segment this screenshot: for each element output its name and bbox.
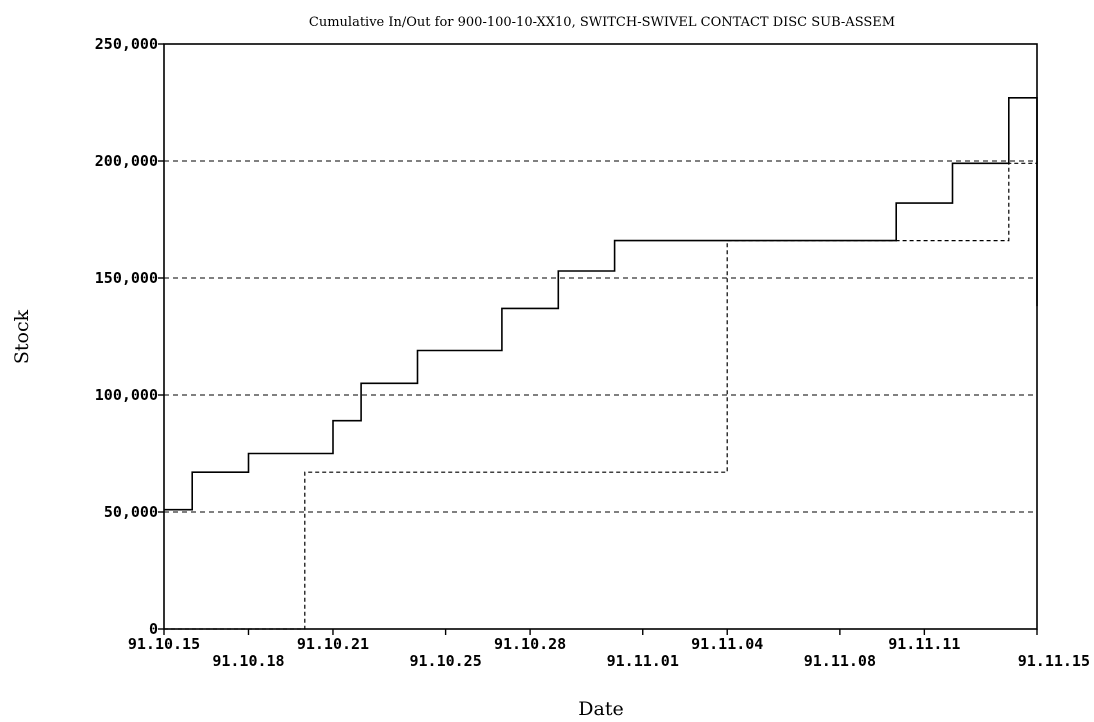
x-tick-label: 91.10.28 — [494, 635, 566, 653]
x-tick-label: 91.10.21 — [297, 635, 369, 653]
y-tick-label: 100,000 — [95, 386, 158, 404]
x-tick-label: 91.11.11 — [888, 635, 960, 653]
y-tick-label: 50,000 — [104, 503, 158, 521]
x-tick-label: 91.11.08 — [804, 652, 876, 670]
chart-title: Cumulative In/Out for 900-100-10-XX10, S… — [309, 15, 895, 30]
x-axis-ticks: 91.10.15 91.10.18 91.10.21 91.10.25 91.10.28… — [128, 629, 1090, 670]
series-lines — [164, 97, 1038, 630]
y-axis-ticks: 0 50,000 100,000 150,000 200,000 250,000 — [95, 35, 164, 638]
y-axis-label: Stock — [11, 309, 33, 364]
series-line-1 — [164, 97, 1038, 511]
x-tick-label: 91.10.18 — [212, 652, 284, 670]
x-tick-label: 91.11.15 — [1018, 652, 1090, 670]
y-tick-label: 0 — [149, 620, 158, 638]
x-tick-label: 91.11.01 — [607, 652, 679, 670]
x-tick-label: 91.10.15 — [128, 635, 200, 653]
x-tick-label: 91.10.25 — [409, 652, 481, 670]
x-tick-label: 91.11.04 — [691, 635, 763, 653]
y-tick-label: 250,000 — [95, 35, 158, 53]
y-tick-label: 200,000 — [95, 152, 158, 170]
plot-frame — [163, 43, 1038, 630]
grid-lines — [164, 160, 1037, 513]
y-tick-label: 150,000 — [95, 269, 158, 287]
x-axis-label: Date — [578, 698, 623, 720]
